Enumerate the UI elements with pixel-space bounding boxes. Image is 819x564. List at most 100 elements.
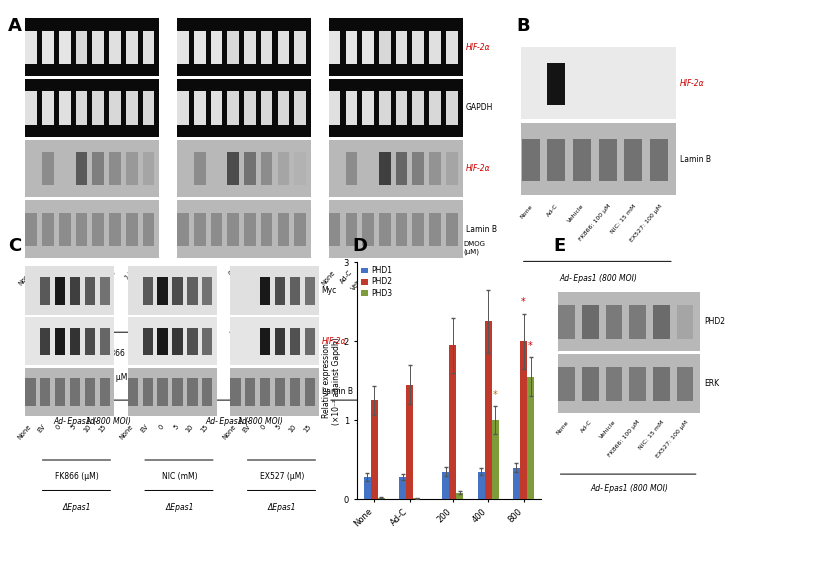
Text: D: D (352, 237, 367, 255)
Text: Vehicle: Vehicle (350, 269, 370, 291)
Bar (227, 31, 238, 64)
Bar (521, 123, 675, 196)
Text: None: None (554, 420, 569, 435)
Text: None: None (518, 204, 533, 219)
Bar (527, 377, 533, 499)
Bar (59, 213, 70, 246)
Bar (25, 79, 159, 136)
Text: FK866: 100 μM: FK866: 100 μM (607, 420, 640, 459)
Bar (260, 31, 272, 64)
Text: 0.5: 0.5 (410, 269, 420, 281)
Bar (109, 152, 120, 186)
Text: Ad- Epas1 (800 MOI): Ad- Epas1 (800 MOI) (205, 417, 283, 426)
Bar (260, 378, 270, 406)
Bar (558, 305, 574, 339)
Text: HIF-2α: HIF-2α (321, 337, 346, 346)
Bar (378, 497, 384, 499)
Text: Ad-C: Ad-C (338, 269, 353, 285)
Bar (193, 31, 206, 64)
Text: 0.5: 0.5 (258, 269, 269, 281)
Bar (277, 213, 289, 246)
Bar (99, 378, 110, 406)
Text: Ad-: Ad- (86, 417, 98, 426)
Bar (364, 477, 370, 499)
Bar (125, 152, 138, 186)
Bar (128, 378, 138, 406)
Text: 15: 15 (97, 424, 107, 434)
Bar (244, 91, 256, 125)
Text: A: A (8, 17, 22, 35)
Bar (441, 472, 449, 499)
Bar (109, 31, 120, 64)
Bar (55, 328, 66, 355)
Bar (172, 378, 183, 406)
Text: EV: EV (37, 424, 48, 434)
Text: *: * (527, 341, 532, 351)
Bar (396, 31, 407, 64)
Bar (245, 378, 255, 406)
Bar (428, 213, 441, 246)
Text: Lamin B: Lamin B (321, 387, 352, 396)
Bar (328, 213, 340, 246)
Bar (70, 277, 80, 305)
Text: FK866: 100 μM: FK866: 100 μM (577, 204, 611, 243)
Text: 2.5: 2.5 (292, 269, 303, 281)
Bar (449, 345, 456, 499)
Text: 2.5: 2.5 (443, 269, 455, 281)
Bar (491, 420, 498, 499)
Bar (629, 367, 645, 401)
Bar (328, 79, 462, 136)
Bar (25, 266, 114, 315)
Text: DMOG
(μM): DMOG (μM) (463, 241, 485, 254)
Bar (42, 213, 54, 246)
Bar (128, 368, 216, 416)
Text: EV: EV (242, 424, 252, 434)
Text: NIC (mM): NIC (mM) (161, 472, 197, 481)
Text: 0: 0 (55, 424, 62, 430)
Bar (649, 139, 667, 180)
Text: 10: 10 (184, 424, 195, 434)
Text: None: None (119, 424, 134, 440)
Text: 0.1: 0.1 (392, 269, 404, 281)
Bar (477, 472, 484, 499)
Text: EX527: 100 μM: EX527: 100 μM (629, 204, 663, 243)
Text: Vehicle: Vehicle (567, 204, 585, 224)
Bar (177, 91, 188, 125)
Bar (378, 31, 390, 64)
Bar (598, 139, 616, 180)
Text: Ad- Epas1 (800 MOI): Ad- Epas1 (800 MOI) (559, 274, 636, 283)
Bar (328, 31, 340, 64)
Bar (143, 378, 152, 406)
Text: *: * (521, 297, 525, 307)
Text: Ad-: Ad- (238, 417, 250, 426)
Bar (676, 367, 693, 401)
Bar (128, 266, 216, 315)
Bar (177, 140, 310, 197)
Bar (40, 328, 50, 355)
Text: Ad-C: Ad-C (187, 269, 201, 285)
Bar (230, 378, 240, 406)
Bar (289, 378, 300, 406)
Bar (193, 152, 206, 186)
Text: NIC: 15 mM: NIC: 15 mM (609, 204, 637, 235)
Bar (42, 91, 54, 125)
Bar (378, 91, 390, 125)
Text: ΔEpas1: ΔEpas1 (165, 503, 194, 512)
Bar (260, 91, 272, 125)
Text: (100 μM): (100 μM) (399, 373, 433, 382)
Text: ΔEpas1: ΔEpas1 (63, 503, 92, 512)
Bar (84, 328, 95, 355)
Bar (125, 213, 138, 246)
Bar (157, 277, 168, 305)
Bar (244, 31, 256, 64)
Text: EX527: EX527 (404, 349, 428, 358)
Bar (345, 91, 357, 125)
Text: ΔEpas1: ΔEpas1 (268, 503, 296, 512)
Bar (128, 317, 216, 365)
Text: 15: 15 (302, 424, 312, 434)
Bar (412, 152, 423, 186)
Text: Ad- Epas1 (800 MOI): Ad- Epas1 (800 MOI) (590, 484, 667, 493)
Text: HIF-2α: HIF-2α (465, 164, 490, 173)
Bar (143, 31, 154, 64)
Text: C: C (8, 237, 21, 255)
